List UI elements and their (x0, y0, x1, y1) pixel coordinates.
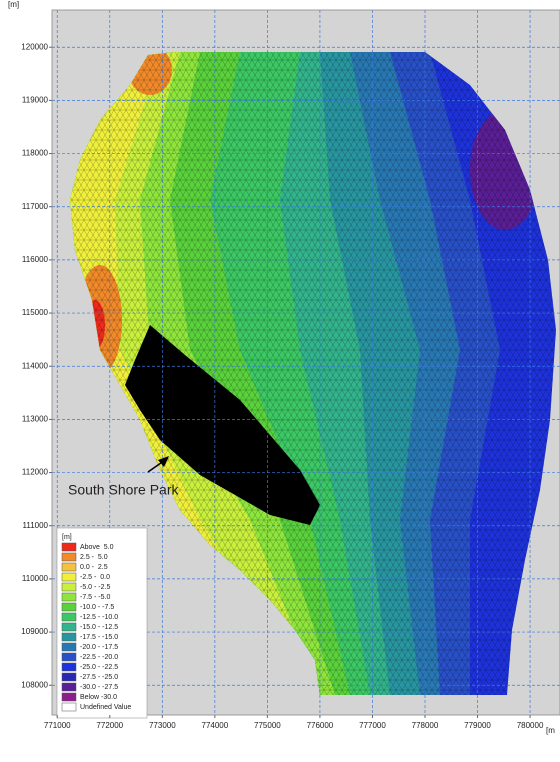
legend-label: 2.5 - 5.0 (80, 554, 108, 561)
page: {"map": { "y_unit": "[m]", "x_unit": "[m… (0, 0, 560, 757)
legend-swatch (62, 643, 76, 651)
legend-label: 0.0 - 2.5 (80, 564, 108, 571)
legend-label: -25.0 - -22.5 (80, 664, 118, 671)
y-tick-label: 120000 (21, 42, 48, 51)
x-tick-label: 776000 (307, 721, 334, 730)
legend-label: -27.5 - -25.0 (80, 674, 118, 681)
legend-swatch (62, 553, 76, 561)
y-tick-label: 119000 (22, 95, 49, 104)
legend-swatch (62, 563, 76, 571)
legend-swatch (62, 543, 76, 551)
y-tick-label: 111000 (22, 521, 48, 530)
y-tick-label: 113000 (22, 414, 49, 423)
legend-label: -7.5 - -5.0 (80, 594, 110, 601)
x-tick-label: 779000 (464, 721, 491, 730)
legend-label: -15.0 - -12.5 (80, 624, 118, 631)
y-tick-label: 116000 (22, 255, 49, 264)
annotation: South Shore Park (68, 482, 180, 498)
legend-label: Below -30.0 (80, 694, 117, 701)
y-tick-label: 109000 (21, 627, 48, 636)
x-unit: [m (546, 726, 555, 735)
x-tick-label: 771000 (44, 721, 71, 730)
legend-swatch (62, 673, 76, 681)
legend-swatch (62, 703, 76, 711)
map-view: [m] [m South Shore Park [m] Above 5.0 2.5… (0, 0, 560, 757)
legend-label: -30.0 - -27.5 (80, 684, 118, 691)
legend-swatch (62, 693, 76, 701)
legend-swatch (62, 613, 76, 621)
legend-swatch (62, 653, 76, 661)
x-tick-label: 773000 (149, 721, 176, 730)
legend-swatch (62, 573, 76, 581)
x-tick-label: 778000 (412, 721, 439, 730)
legend-label: -12.5 - -10.0 (80, 614, 118, 621)
x-tick-label: 775000 (254, 721, 281, 730)
y-tick-label: 117000 (22, 202, 49, 211)
legend-title: [m] (62, 534, 72, 541)
x-tick-label: 774000 (202, 721, 229, 730)
legend-label: -5.0 - -2.5 (80, 584, 110, 591)
legend-swatch (62, 583, 76, 591)
legend-label: -22.5 - -20.0 (80, 654, 118, 661)
legend-label: -17.5 - -15.0 (80, 634, 118, 641)
x-tick-label: 780000 (517, 721, 544, 730)
legend: [m] Above 5.0 2.5 - 5.0 0.0 - 2.5 -2.5 - 0.… (57, 528, 147, 718)
legend-label: -10.0 - -7.5 (80, 604, 114, 611)
y-tick-label: 114000 (22, 361, 49, 370)
y-tick-label: 112000 (22, 468, 49, 477)
legend-label: Above 5.0 (80, 544, 114, 551)
y-unit: [m] (8, 0, 19, 9)
legend-label: -2.5 - 0.0 (80, 574, 110, 581)
y-tick-label: 115000 (22, 308, 49, 317)
legend-swatch (62, 683, 76, 691)
legend-label: Undefined Value (80, 704, 131, 711)
x-tick-label: 777000 (359, 721, 386, 730)
legend-swatch (62, 663, 76, 671)
legend-swatch (62, 593, 76, 601)
x-tick-label: 772000 (96, 721, 123, 730)
legend-swatch (62, 623, 76, 631)
legend-swatch (62, 603, 76, 611)
legend-swatch (62, 633, 76, 641)
y-tick-label: 108000 (21, 680, 48, 689)
y-tick-label: 110000 (22, 574, 49, 583)
legend-label: -20.0 - -17.5 (80, 644, 118, 651)
y-tick-label: 118000 (22, 149, 49, 158)
